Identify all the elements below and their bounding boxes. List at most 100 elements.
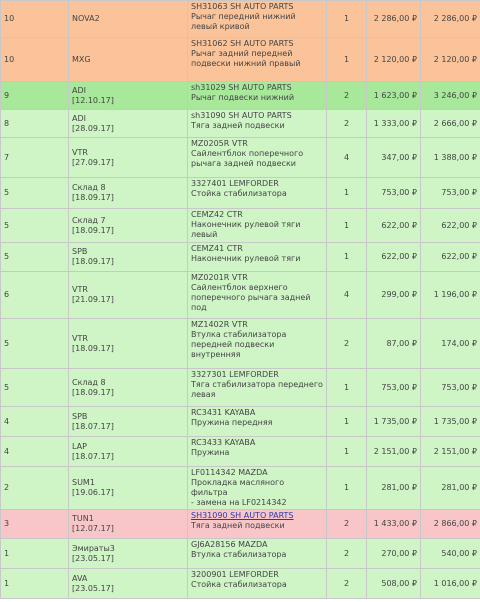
quantity-cell: 1 xyxy=(326,466,367,510)
part-code-link[interactable]: SH31090 SH AUTO PARTS xyxy=(191,511,294,520)
total-cell: 3 246,00 ₽ xyxy=(420,81,480,110)
total-cell: 753,00 ₽ xyxy=(420,368,480,407)
supplier-name: Эмираты3 xyxy=(72,543,115,553)
status-cell: 4 xyxy=(0,406,69,437)
status-cell: 10 xyxy=(0,37,69,82)
part-cell: LF0114342 MAZDA Прокладка масляного фильт… xyxy=(187,466,327,510)
part-code: MZ1402R VTR xyxy=(191,320,248,329)
part-code: GJ6A28156 MAZDA xyxy=(191,540,268,549)
total-cell: 1 735,00 ₽ xyxy=(420,406,480,437)
total-cell: 1 016,00 ₽ xyxy=(420,568,480,599)
part-description: Тяга задней подвески xyxy=(191,121,285,130)
part-note: - замена на LF0214342 xyxy=(191,498,287,507)
total-cell: 1 196,00 ₽ xyxy=(420,271,480,319)
status-cell: 10 xyxy=(0,0,69,38)
quantity-cell: 1 xyxy=(326,242,367,272)
part-cell: MZ0205R VTR Сайлентблок поперечного рычаг… xyxy=(187,137,327,178)
total-cell: 281,00 ₽ xyxy=(420,466,480,510)
price-cell: 1 623,00 ₽ xyxy=(366,81,421,110)
status-cell: 9 xyxy=(0,81,69,110)
part-cell: SH31090 SH AUTO PARTS Тяга задней подвеск… xyxy=(187,509,327,539)
total-cell: 753,00 ₽ xyxy=(420,177,480,209)
quantity-cell: 1 xyxy=(326,37,367,82)
table-row[interactable]: 7 VTR [27.09.17] MZ0205R VTR Сайлентблок поп… xyxy=(0,137,480,178)
price-cell: 87,00 ₽ xyxy=(366,318,421,369)
supplier-cell: Склад 8 [18.09.17] xyxy=(68,177,188,209)
price-cell: 347,00 ₽ xyxy=(366,137,421,178)
part-cell: GJ6A28156 MAZDA Втулка стабилизатора xyxy=(187,538,327,569)
table-row[interactable]: 5 Склад 8 [18.09.17] 3327401 LEMFORDER Стойк… xyxy=(0,177,480,209)
price-cell: 1 735,00 ₽ xyxy=(366,406,421,437)
part-cell: sh31029 SH AUTO PARTS Рычаг подвески нижн… xyxy=(187,81,327,110)
total-cell: 540,00 ₽ xyxy=(420,538,480,569)
table-row[interactable]: 10 MXG SH31062 SH AUTO PARTS Рычаг задний п… xyxy=(0,37,480,82)
part-code: CEMZ41 CTR xyxy=(191,244,243,253)
table-row[interactable]: 4 SPB [18.07.17] RC3431 KAYABA Пружина перед… xyxy=(0,406,480,437)
price-cell: 1 333,00 ₽ xyxy=(366,109,421,138)
supplier-cell: SPB [18.09.17] xyxy=(68,242,188,272)
part-description: Стойка стабилизатора xyxy=(191,580,287,589)
supplier-date: [18.09.17] xyxy=(72,193,114,202)
supplier-date: [23.05.17] xyxy=(72,553,114,563)
part-description: Пружина передняя xyxy=(191,418,273,427)
table-row[interactable]: 4 LAP [18.07.17] RC3433 KAYABA Пружина 1 2 151… xyxy=(0,436,480,467)
part-code: 3327301 LEMFORDER xyxy=(191,370,279,379)
supplier-name: ADI xyxy=(72,85,86,95)
part-code: SH31062 SH AUTO PARTS xyxy=(191,39,294,48)
table-row[interactable]: 5 Склад 8 [18.09.17] 3327301 LEMFORDER Тяга … xyxy=(0,368,480,407)
quantity-cell: 2 xyxy=(326,538,367,569)
part-cell: CEMZ42 CTR Наконечник рулевой тяги левый xyxy=(187,208,327,243)
status-cell: 1 xyxy=(0,568,69,599)
supplier-date: [12.10.17] xyxy=(72,95,114,105)
supplier-name: VTR xyxy=(72,333,88,343)
table-row[interactable]: 5 SPB [18.09.17] CEMZ41 CTR Наконечник рулев… xyxy=(0,242,480,272)
table-row[interactable]: 10 NOVA2 SH31063 SH AUTO PARTS Рычаг передн… xyxy=(0,0,480,38)
quantity-cell: 1 xyxy=(326,368,367,407)
quantity-cell: 1 xyxy=(326,406,367,437)
supplier-name: LAP xyxy=(72,441,87,451)
status-cell: 5 xyxy=(0,368,69,407)
price-cell: 2 286,00 ₽ xyxy=(366,0,421,38)
part-description: Рычаг передний нижний левый кривой xyxy=(191,12,296,31)
supplier-cell: TUN1 [12.07.17] xyxy=(68,509,188,539)
supplier-cell: Эмираты3 [23.05.17] xyxy=(68,538,188,569)
part-code: CEMZ42 CTR xyxy=(191,210,243,219)
table-row[interactable]: 6 VTR [21.09.17] MZ0201R VTR Сайлентблок вер… xyxy=(0,271,480,319)
part-description: Втулка стабилизатора xyxy=(191,550,287,559)
price-cell: 622,00 ₽ xyxy=(366,208,421,243)
total-cell: 174,00 ₽ xyxy=(420,318,480,369)
part-cell: RC3431 KAYABA Пружина передняя xyxy=(187,406,327,437)
table-row[interactable]: 2 SUM1 [19.06.17] LF0114342 MAZDA Прокладка … xyxy=(0,466,480,510)
table-row[interactable]: 1 Эмираты3 [23.05.17] GJ6A28156 MAZDA Втулка… xyxy=(0,538,480,569)
part-description: Тяга стабилизатора переднего левая xyxy=(191,380,323,399)
total-cell: 2 286,00 ₽ xyxy=(420,0,480,38)
status-cell: 5 xyxy=(0,177,69,209)
quantity-cell: 1 xyxy=(326,0,367,38)
part-cell: MZ0201R VTR Сайлентблок верхнего поперечн… xyxy=(187,271,327,319)
part-description: Тяга задней подвески xyxy=(191,521,285,530)
table-row[interactable]: 8 ADI [28.09.17] sh31090 SH AUTO PARTS Тяга … xyxy=(0,109,480,138)
supplier-date: [19.06.17] xyxy=(72,488,114,497)
supplier-date: [18.09.17] xyxy=(72,343,114,353)
part-description: Сайлентблок верхнего поперечного рычага … xyxy=(191,283,311,312)
total-cell: 2 866,00 ₽ xyxy=(420,509,480,539)
table-row[interactable]: 1 AVA [23.05.17] 3200901 LEMFORDER Стойка ст… xyxy=(0,568,480,599)
price-cell: 622,00 ₽ xyxy=(366,242,421,272)
supplier-name: SPB xyxy=(72,247,88,256)
table-row[interactable]: 5 Склад 7 [18.09.17] CEMZ42 CTR Наконечник р… xyxy=(0,208,480,243)
supplier-cell: SUM1 [19.06.17] xyxy=(68,466,188,510)
table-row[interactable]: 9 ADI [12.10.17] sh31029 SH AUTO PARTS Рычаг… xyxy=(0,81,480,110)
table-row[interactable]: 3 TUN1 [12.07.17] SH31090 SH AUTO PARTS Тяга… xyxy=(0,509,480,539)
part-description: Втулка стабилизатора передней подвески в… xyxy=(191,330,287,359)
table-row[interactable]: 5 VTR [18.09.17] MZ1402R VTR Втулка стабилиз… xyxy=(0,318,480,369)
status-cell: 1 xyxy=(0,538,69,569)
part-cell: sh31090 SH AUTO PARTS Тяга задней подвеск… xyxy=(187,109,327,138)
supplier-date: [18.09.17] xyxy=(72,387,114,397)
total-cell: 2 120,00 ₽ xyxy=(420,37,480,82)
quantity-cell: 2 xyxy=(326,568,367,599)
quantity-cell: 2 xyxy=(326,81,367,110)
supplier-date: [18.09.17] xyxy=(72,257,114,266)
part-code: MZ0205R VTR xyxy=(191,139,248,148)
supplier-cell: Склад 7 [18.09.17] xyxy=(68,208,188,243)
